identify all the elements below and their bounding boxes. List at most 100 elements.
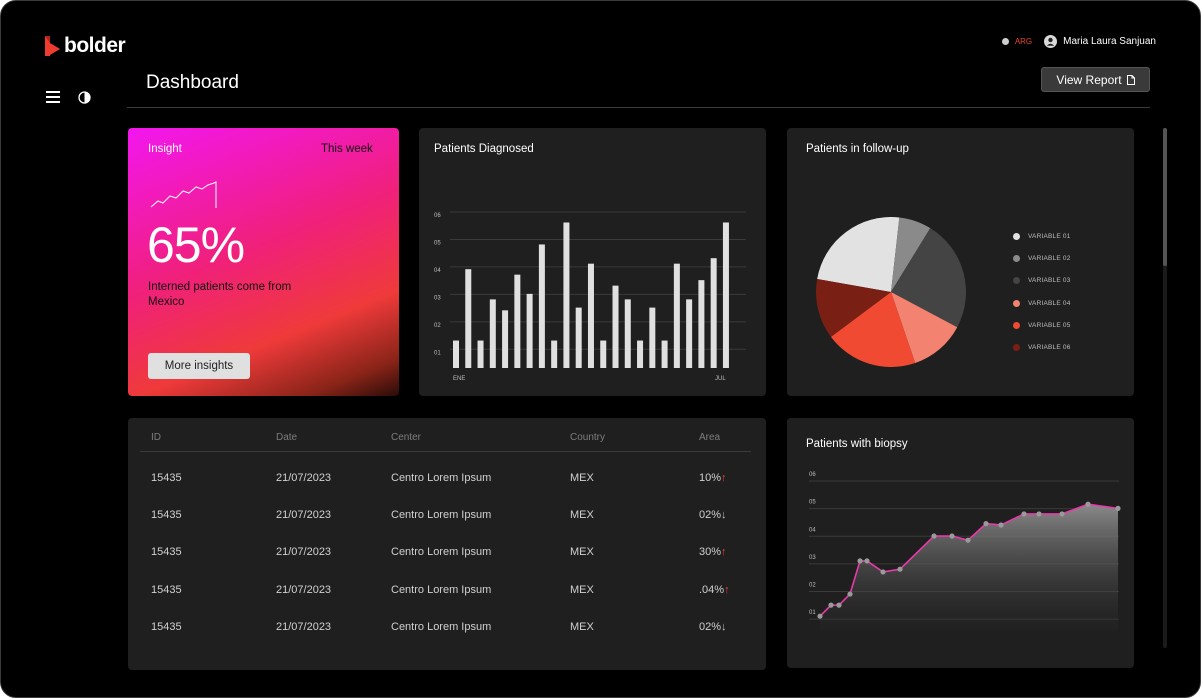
view-report-button[interactable]: View Report: [1041, 67, 1150, 92]
document-icon: [1126, 74, 1135, 85]
more-insights-button[interactable]: More insights: [148, 353, 250, 379]
scrollbar-track[interactable]: [1163, 128, 1167, 648]
table-cell: 15435: [151, 546, 182, 559]
data-point: [847, 591, 853, 597]
patients-diagnosed-chart: 06 05 04 03 02 01 ENE JUL: [434, 211, 746, 382]
data-point: [1036, 511, 1042, 517]
area-value: 02%: [699, 620, 722, 633]
biopsy-card: Patients with biopsy 06 05 04 03 02 01: [787, 418, 1134, 668]
column-header[interactable]: Date: [276, 432, 298, 443]
follow-up-pie-chart: [816, 217, 966, 367]
bar: [563, 222, 570, 368]
arrow-up-icon: ↑: [721, 546, 727, 559]
patients-diagnosed-title: Patients Diagnosed: [434, 143, 534, 155]
bar: [465, 269, 472, 368]
bar: [514, 274, 521, 368]
hamburger-menu-icon[interactable]: [46, 91, 60, 103]
area-value: 02%: [699, 509, 722, 522]
y-tick-label: 06: [809, 472, 816, 478]
y-tick-label: 03: [434, 295, 441, 301]
table-cell: 21/07/2023: [276, 509, 332, 522]
column-header[interactable]: Center: [391, 432, 422, 443]
legend-item: VARIABLE 04: [1013, 299, 1071, 307]
data-point: [983, 521, 989, 527]
area-cell: 30%↑: [699, 546, 727, 558]
scrollbar-thumb[interactable]: [1163, 128, 1167, 266]
legend-label: VARIABLE 03: [1028, 277, 1071, 285]
bar: [686, 299, 693, 368]
table-cell: Centro Lorem Ipsum: [391, 472, 492, 484]
bar: [538, 244, 545, 368]
bar: [477, 340, 484, 368]
y-tick-label: 01: [434, 350, 441, 356]
biopsy-area-chart: 06 05 04 03 02 01: [809, 472, 1121, 630]
area-value: .04%: [699, 583, 725, 596]
table-cell: MEX: [570, 620, 594, 633]
arrow-down-icon: ↓: [721, 509, 727, 522]
bar: [612, 285, 619, 368]
data-point: [1085, 501, 1091, 507]
area-fill: [820, 504, 1118, 630]
data-point: [949, 533, 955, 539]
insight-label: Insight: [148, 143, 182, 155]
header-divider: [127, 107, 1150, 108]
bar: [637, 340, 644, 368]
legend-dot: [1013, 299, 1020, 307]
data-point: [931, 533, 937, 539]
y-tick-label: 06: [434, 213, 441, 219]
area-cell: 02%↓: [699, 621, 727, 633]
bar: [587, 263, 594, 368]
column-header[interactable]: Area: [699, 432, 721, 443]
bar: [575, 307, 582, 368]
data-point: [857, 558, 863, 564]
table-cell: 21/07/2023: [276, 583, 332, 596]
legend-dot: [1013, 321, 1020, 329]
bar: [624, 299, 631, 368]
arrow-up-icon: ↑: [721, 472, 727, 484]
bar: [502, 310, 509, 368]
area-value: 30%: [699, 546, 722, 559]
insight-period[interactable]: This week: [321, 143, 373, 155]
legend-item: VARIABLE 05: [1013, 321, 1071, 329]
country-code[interactable]: ARG: [1014, 37, 1033, 46]
insight-value: 65%: [147, 217, 245, 273]
legend-dot: [1013, 233, 1020, 240]
data-point: [1115, 505, 1121, 511]
data-point: [880, 569, 886, 575]
logo-text: bolder: [64, 34, 126, 57]
table-cell: 15435: [151, 583, 182, 596]
legend-dot: [1013, 344, 1020, 351]
y-tick-label: 02: [434, 323, 441, 329]
legend-label: VARIABLE 05: [1028, 321, 1071, 329]
area-cell: .04%↑: [699, 584, 730, 596]
bar: [489, 299, 496, 368]
table-cell: 15435: [151, 509, 182, 522]
bar: [722, 222, 729, 368]
user-name[interactable]: Maria Laura Sanjuan: [1063, 36, 1156, 47]
legend-item: VARIABLE 06: [1013, 344, 1071, 351]
area-cell: 02%↓: [699, 509, 727, 521]
table-cell: MEX: [570, 472, 594, 484]
theme-toggle-icon[interactable]: [78, 91, 91, 104]
data-point: [965, 537, 971, 543]
area-value: 10%: [699, 472, 722, 484]
column-header[interactable]: Country: [570, 432, 606, 443]
legend-label: VARIABLE 06: [1028, 344, 1071, 351]
legend-item: VARIABLE 03: [1013, 277, 1071, 285]
table-cell: 15435: [151, 620, 182, 633]
logo[interactable]: bolder: [44, 34, 126, 58]
column-header[interactable]: ID: [151, 432, 161, 443]
x-tick-label: JUL: [715, 376, 726, 382]
insight-card: Insight This week 65% Interned patients …: [128, 128, 399, 396]
data-point: [1059, 511, 1065, 517]
logo-icon: [45, 36, 60, 56]
data-point: [1021, 511, 1027, 517]
biopsy-title: Patients with biopsy: [806, 438, 908, 450]
follow-up-title: Patients in follow-up: [806, 143, 909, 155]
user-area: ARG Maria Laura Sanjuan: [1001, 35, 1156, 48]
patients-table: ID Date Center Country Area 15435 21/07/2023 C…: [128, 418, 766, 670]
pie-slice: [816, 278, 891, 337]
legend-label: VARIABLE 04: [1028, 299, 1071, 307]
user-avatar-icon[interactable]: [1044, 35, 1058, 48]
